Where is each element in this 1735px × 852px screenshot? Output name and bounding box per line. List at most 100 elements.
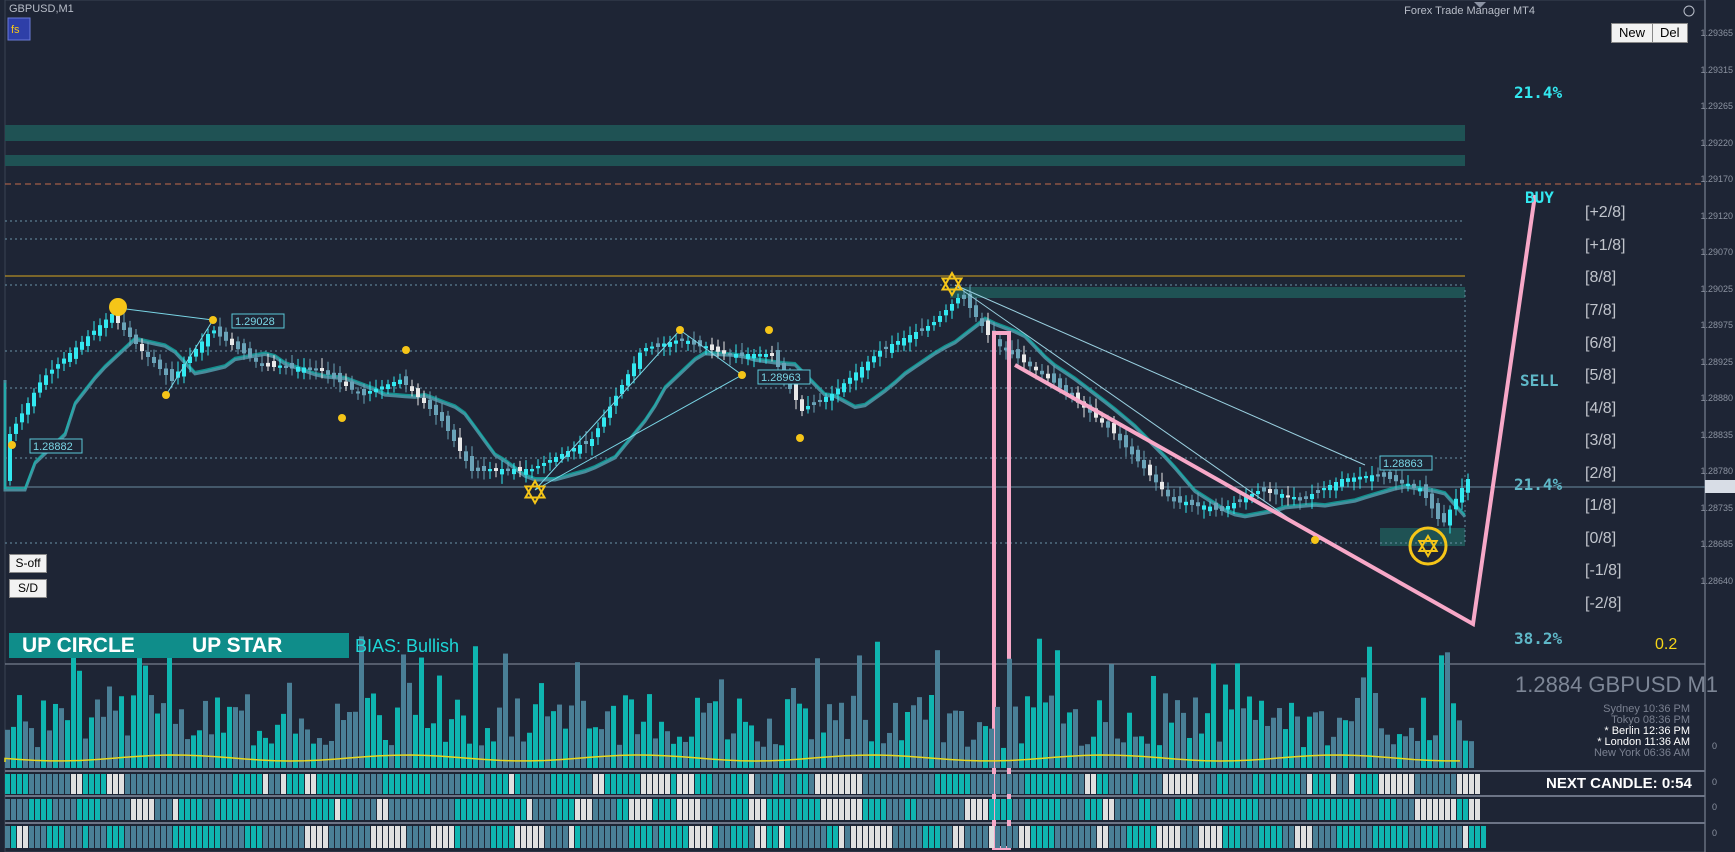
volume-bar bbox=[611, 705, 616, 768]
strength-cell bbox=[893, 774, 898, 794]
volume-bar bbox=[1421, 697, 1426, 768]
strength-cell bbox=[1385, 826, 1390, 848]
strength-cell bbox=[479, 826, 484, 848]
candle-body bbox=[278, 365, 282, 368]
volume-bar bbox=[983, 726, 988, 768]
strength-cell bbox=[89, 826, 94, 848]
strength-cell bbox=[185, 826, 190, 848]
strength-cell bbox=[23, 826, 28, 848]
candle-body bbox=[218, 326, 222, 337]
next-candle-label: NEXT CANDLE: 0:54 bbox=[1546, 775, 1692, 792]
strength-cell bbox=[743, 774, 748, 794]
candle-body bbox=[62, 358, 66, 364]
volume-bar bbox=[1247, 696, 1252, 768]
strength-cell bbox=[1199, 826, 1204, 848]
strength-cell bbox=[227, 774, 232, 794]
candle-body bbox=[422, 397, 426, 403]
strength-cell bbox=[1313, 774, 1318, 794]
candle-body bbox=[572, 448, 576, 452]
strength-cell bbox=[275, 799, 280, 820]
candle-body bbox=[392, 382, 396, 387]
volume-bar bbox=[953, 710, 958, 768]
strength-cell bbox=[935, 774, 940, 794]
strength-cell bbox=[11, 826, 16, 848]
strength-cell bbox=[113, 826, 118, 848]
candle-body bbox=[1286, 495, 1290, 498]
candle-body bbox=[1004, 347, 1008, 351]
strength-cell bbox=[437, 774, 442, 794]
del-button[interactable]: Del bbox=[1652, 23, 1688, 43]
strength-cell bbox=[1337, 799, 1342, 820]
volume-bar bbox=[875, 641, 880, 768]
strength-cell bbox=[863, 774, 868, 794]
strength-cell bbox=[605, 826, 610, 848]
strength-cell bbox=[1331, 799, 1336, 820]
strength-cell bbox=[1157, 799, 1162, 820]
strength-cell bbox=[737, 799, 742, 820]
strength-cell bbox=[659, 774, 664, 794]
strength-cell bbox=[329, 774, 334, 794]
strength-cell bbox=[965, 826, 970, 848]
candle-body bbox=[560, 454, 564, 459]
volume-bar bbox=[17, 695, 22, 768]
strength-cell bbox=[1427, 774, 1432, 794]
s-off-button[interactable]: S-off bbox=[9, 554, 47, 573]
strength-cell bbox=[251, 774, 256, 794]
candle-body bbox=[1064, 385, 1068, 393]
strength-cell bbox=[233, 826, 238, 848]
strength-cell bbox=[1271, 826, 1276, 848]
candle-body bbox=[584, 441, 588, 444]
strength-cell bbox=[311, 799, 316, 820]
strength-cell bbox=[497, 774, 502, 794]
strength-cell bbox=[1037, 826, 1042, 848]
volume-bar bbox=[323, 744, 328, 768]
volume-bar bbox=[1307, 716, 1312, 768]
murrey-level-label: [4/8] bbox=[1585, 400, 1617, 417]
strength-cell bbox=[149, 774, 154, 794]
strength-cell bbox=[1331, 826, 1336, 848]
volume-bar bbox=[1211, 663, 1216, 768]
strength-cell bbox=[977, 774, 982, 794]
candle-body bbox=[1214, 502, 1218, 510]
candle-body bbox=[350, 381, 354, 390]
candle-body bbox=[1142, 459, 1146, 469]
price-axis-tick: 1.28735 bbox=[1700, 502, 1733, 513]
strength-cell bbox=[1199, 799, 1204, 820]
session-time: 10:36 PM bbox=[1642, 703, 1690, 715]
candle-body bbox=[596, 428, 600, 438]
strength-cell bbox=[173, 774, 178, 794]
price-tag bbox=[231, 313, 285, 329]
candle-body bbox=[1202, 505, 1206, 510]
strength-cell bbox=[227, 826, 232, 848]
strength-cell bbox=[137, 826, 142, 848]
volume-bar bbox=[371, 693, 376, 768]
volume-bar bbox=[581, 700, 586, 768]
strength-cell bbox=[1127, 826, 1132, 848]
strength-cell bbox=[1409, 799, 1414, 820]
strength-cell bbox=[431, 774, 436, 794]
strength-cell bbox=[857, 774, 862, 794]
murrey-level-label: [7/8] bbox=[1585, 302, 1617, 319]
strength-cell bbox=[1319, 774, 1324, 794]
strength-cell bbox=[1139, 774, 1144, 794]
volume-bar bbox=[905, 711, 910, 768]
volume-bar bbox=[569, 705, 574, 768]
s-d-button[interactable]: S/D bbox=[9, 579, 47, 598]
strength-cell bbox=[683, 799, 688, 820]
volume-bar bbox=[863, 719, 868, 768]
strength-cell bbox=[665, 799, 670, 820]
new-button[interactable]: New bbox=[1611, 23, 1654, 43]
strength-cell bbox=[995, 774, 1000, 794]
strength-cell bbox=[911, 826, 916, 848]
volume-bar bbox=[167, 635, 172, 768]
strength-cell bbox=[1421, 826, 1426, 848]
volume-bar bbox=[689, 736, 694, 768]
session-name: New York bbox=[1593, 747, 1644, 759]
volume-bar bbox=[755, 741, 760, 768]
strength-cell bbox=[641, 826, 646, 848]
strength-cell bbox=[533, 799, 538, 820]
strength-cell bbox=[1157, 826, 1162, 848]
strength-cell bbox=[1187, 774, 1192, 794]
strength-cell bbox=[545, 799, 550, 820]
